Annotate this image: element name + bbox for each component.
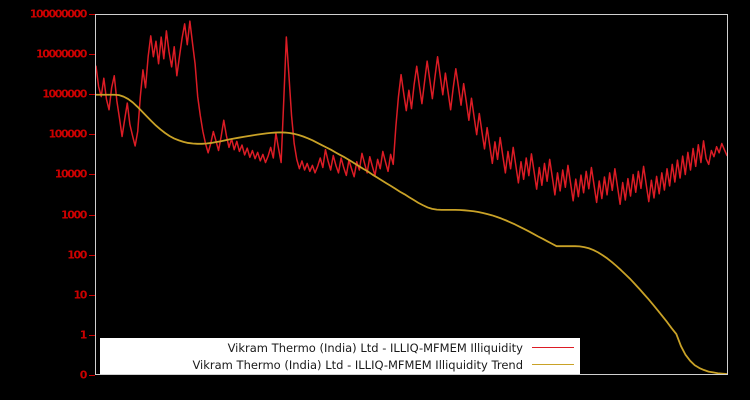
y-axis-tick-mark <box>89 215 95 216</box>
y-axis-tick-label: 1 <box>79 328 88 342</box>
y-axis-tick-mark <box>89 94 95 95</box>
y-axis-tick-label: 10 <box>73 288 87 302</box>
y-axis-tick-mark <box>89 134 95 135</box>
y-axis-tick-label: 0 <box>79 368 88 382</box>
y-axis-tick-label: 1000000 <box>42 87 87 101</box>
y-axis-tick-label: 10000000 <box>35 47 87 61</box>
y-axis-tick-mark <box>89 174 95 175</box>
series-line-illiquidity <box>96 20 727 206</box>
y-axis-tick-mark <box>89 375 95 376</box>
y-axis-tick-label: 100000 <box>48 127 87 141</box>
y-axis-tick-mark <box>89 255 95 256</box>
legend-swatch-illiquidity <box>532 347 574 348</box>
y-axis-tick-labels: 100000000 10000000 1000000 100000 10000 1000 1… <box>0 0 88 400</box>
y-axis-tick-label: 10000 <box>54 167 88 181</box>
legend-label-illiquidity: Vikram Thermo (India) Ltd - ILLIQ-MFMEM … <box>227 340 523 355</box>
plot-area <box>95 14 728 375</box>
series-canvas <box>96 20 727 374</box>
y-axis-tick-label: 100000000 <box>29 7 88 21</box>
y-axis-tick-mark <box>89 14 95 15</box>
legend-swatch-illiquidity-trend <box>532 364 574 365</box>
y-axis-tick-mark <box>89 295 95 296</box>
y-axis-tick-mark <box>89 335 95 336</box>
chart-legend[interactable]: Vikram Thermo (India) Ltd - ILLIQ-MFMEM … <box>100 338 580 374</box>
legend-entry-illiquidity[interactable]: Vikram Thermo (India) Ltd - ILLIQ-MFMEM … <box>100 339 574 356</box>
series-line-illiquidity-trend <box>96 93 727 374</box>
y-axis-tick-label: 1000 <box>60 208 87 222</box>
y-axis-tick-mark <box>89 54 95 55</box>
y-axis-tick-label: 100 <box>67 248 87 262</box>
legend-entry-illiquidity-trend[interactable]: Vikram Thermo (India) Ltd - ILLIQ-MFMEM … <box>100 356 574 373</box>
legend-label-illiquidity-trend: Vikram Thermo (India) Ltd - ILLIQ-MFMEM … <box>192 357 523 372</box>
